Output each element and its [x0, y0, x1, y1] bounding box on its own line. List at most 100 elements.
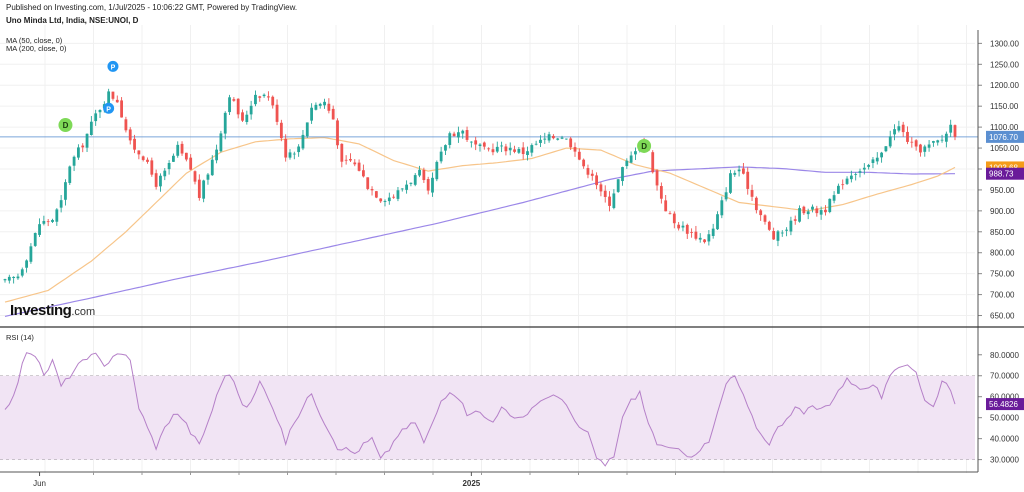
candle[interactable] — [111, 91, 115, 101]
candle[interactable] — [621, 166, 624, 186]
candle[interactable] — [815, 205, 819, 217]
candle[interactable] — [802, 205, 806, 215]
candle[interactable] — [284, 134, 288, 162]
candle[interactable] — [413, 173, 417, 187]
candle[interactable] — [811, 204, 814, 213]
candle[interactable] — [344, 155, 348, 165]
candle[interactable] — [832, 191, 836, 204]
candle[interactable] — [858, 168, 862, 178]
candle[interactable] — [754, 196, 758, 214]
candle[interactable] — [759, 209, 763, 221]
candle[interactable] — [897, 120, 901, 133]
candle[interactable] — [612, 189, 616, 210]
candle[interactable] — [690, 228, 693, 238]
candle[interactable] — [202, 179, 206, 203]
candle[interactable] — [128, 127, 132, 145]
candle[interactable] — [526, 146, 529, 161]
candle[interactable] — [292, 151, 296, 160]
candle[interactable] — [590, 169, 594, 181]
candle[interactable] — [793, 215, 797, 225]
candle[interactable] — [159, 173, 162, 192]
candle[interactable] — [508, 142, 512, 156]
candle[interactable] — [236, 98, 240, 119]
candle[interactable] — [772, 227, 776, 240]
candle[interactable] — [16, 273, 20, 280]
candle[interactable] — [42, 215, 46, 226]
candle[interactable] — [379, 198, 383, 203]
candle[interactable] — [936, 139, 940, 146]
split-marker[interactable]: P — [107, 60, 119, 72]
candle[interactable] — [871, 157, 875, 169]
candle[interactable] — [880, 151, 883, 163]
candle[interactable] — [573, 142, 577, 157]
candle[interactable] — [180, 141, 184, 156]
candle[interactable] — [336, 118, 339, 149]
candle[interactable] — [711, 223, 715, 239]
candle[interactable] — [331, 105, 335, 120]
candle[interactable] — [547, 131, 551, 143]
candle[interactable] — [232, 97, 236, 102]
candle[interactable] — [953, 124, 957, 141]
candle[interactable] — [85, 133, 89, 153]
candle[interactable] — [685, 223, 689, 239]
candle[interactable] — [910, 137, 914, 148]
candle[interactable] — [824, 205, 827, 216]
candle[interactable] — [81, 143, 85, 153]
candle[interactable] — [478, 143, 482, 152]
candle[interactable] — [729, 169, 732, 195]
dividend-marker[interactable]: D — [637, 138, 652, 153]
candle[interactable] — [310, 103, 313, 124]
candle[interactable] — [409, 182, 413, 187]
candle[interactable] — [491, 143, 495, 156]
candle[interactable] — [46, 218, 50, 227]
candle[interactable] — [703, 238, 706, 244]
candle[interactable] — [288, 149, 292, 160]
candle[interactable] — [707, 230, 711, 246]
candle[interactable] — [949, 119, 953, 138]
candle[interactable] — [141, 155, 145, 162]
candle[interactable] — [837, 183, 840, 194]
candle[interactable] — [698, 233, 702, 243]
candle[interactable] — [487, 147, 491, 152]
candle[interactable] — [301, 129, 305, 151]
candle[interactable] — [944, 131, 948, 148]
candle[interactable] — [893, 124, 896, 141]
candle[interactable] — [55, 208, 59, 226]
candle[interactable] — [720, 196, 724, 219]
candle[interactable] — [677, 222, 681, 231]
candle[interactable] — [254, 90, 257, 107]
candle[interactable] — [184, 152, 188, 162]
candle[interactable] — [115, 95, 119, 103]
candle[interactable] — [655, 169, 659, 191]
candle[interactable] — [435, 160, 439, 182]
candle[interactable] — [133, 134, 136, 154]
candle[interactable] — [875, 152, 879, 165]
candle[interactable] — [400, 188, 404, 192]
candle[interactable] — [370, 186, 374, 196]
candle[interactable] — [552, 134, 555, 140]
candle[interactable] — [767, 220, 771, 231]
candle[interactable] — [634, 147, 637, 160]
candle[interactable] — [426, 176, 430, 195]
candle[interactable] — [25, 259, 28, 273]
candle[interactable] — [439, 146, 443, 164]
candle[interactable] — [469, 141, 473, 148]
candle[interactable] — [150, 157, 154, 177]
candle[interactable] — [465, 126, 469, 142]
candle[interactable] — [77, 144, 80, 160]
candle[interactable] — [681, 221, 685, 232]
candle[interactable] — [262, 93, 266, 98]
candle[interactable] — [267, 91, 270, 101]
candle[interactable] — [38, 218, 41, 238]
candle[interactable] — [849, 170, 853, 183]
candle[interactable] — [314, 102, 318, 111]
candle[interactable] — [51, 218, 54, 224]
candle[interactable] — [798, 205, 801, 223]
candle[interactable] — [582, 158, 586, 169]
candle[interactable] — [297, 144, 301, 157]
candle[interactable] — [33, 232, 37, 247]
candle[interactable] — [668, 211, 672, 215]
candle[interactable] — [228, 94, 231, 116]
candle[interactable] — [806, 208, 810, 220]
